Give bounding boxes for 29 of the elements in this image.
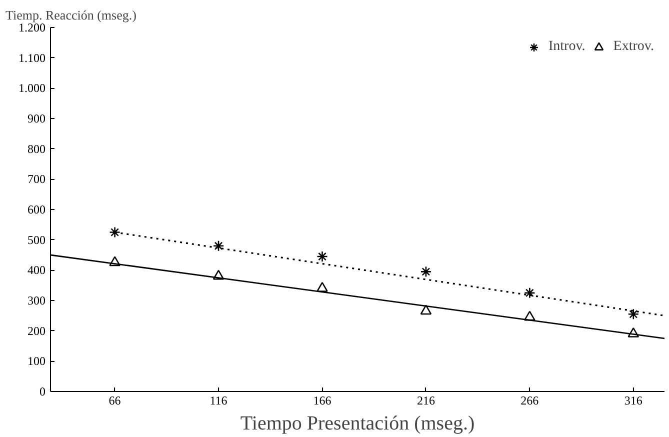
point [628,308,640,320]
y-tick-label: 300 [28,294,46,308]
x-tick-label: 266 [520,394,539,408]
point [524,287,536,299]
x-axis-title: Tiempo Presentación (mseg.) [240,412,475,434]
x-tick-label: 116 [210,394,228,408]
y-tick-label: 500 [28,232,46,247]
y-tick-label: 400 [28,263,46,278]
y-tick-label: 1.000 [18,81,46,96]
point [316,250,328,262]
y-tick-label: 1.100 [18,50,46,65]
y-axis-title: Tiemp. Reacción (mseg.) [6,8,136,22]
point [109,226,120,238]
point [212,240,224,252]
legend-label: Introv. [548,39,586,55]
x-tick-label: 166 [313,394,332,408]
x-tick-label: 316 [624,394,642,408]
y-tick-label: 100 [28,354,46,368]
x-tick-label: 216 [416,394,435,408]
legend-label: Extrov. [613,39,654,55]
y-tick-label: 700 [28,172,46,186]
y-tick-label: 0 [40,384,46,398]
point [420,304,432,315]
x-tick-label: 66 [108,394,121,408]
y-tick-label: 200 [28,324,46,338]
point [420,266,432,278]
y-tick-label: 600 [28,202,46,216]
y-tick-label: 900 [28,112,46,126]
y-tick-label: 800 [28,142,46,156]
